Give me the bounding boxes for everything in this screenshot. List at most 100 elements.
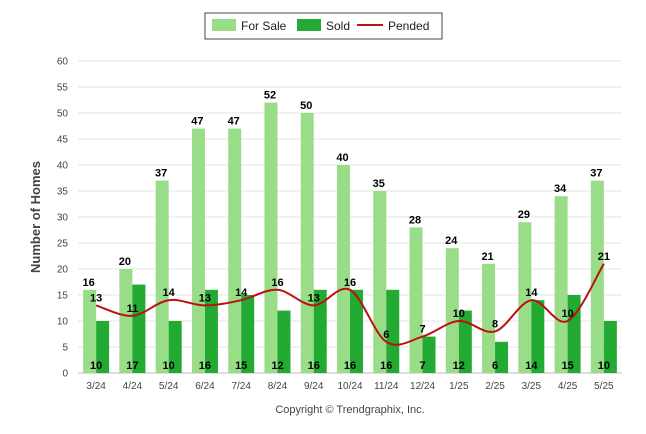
line-layer — [95, 263, 605, 346]
y-tick-label: 55 — [57, 83, 69, 94]
data-label-pended: 14 — [163, 287, 176, 299]
data-label-pended: 16 — [344, 277, 356, 289]
data-label-sold: 10 — [163, 360, 175, 372]
bar-sold — [313, 289, 327, 373]
bar-for-sale — [373, 191, 387, 373]
data-label-for-sale: 24 — [445, 235, 458, 247]
y-tick-label: 40 — [57, 161, 69, 172]
data-label-pended: 14 — [235, 287, 248, 299]
bar-for-sale — [300, 113, 314, 373]
x-tick-label: 5/25 — [594, 381, 614, 392]
data-label-for-sale: 28 — [409, 214, 421, 226]
data-label-for-sale: 47 — [228, 116, 240, 128]
x-tick-label: 7/24 — [231, 381, 251, 392]
data-label-sold: 6 — [492, 360, 498, 372]
x-tick-label: 12/24 — [410, 381, 435, 392]
data-label-sold: 7 — [419, 360, 425, 372]
bar-sold — [603, 321, 617, 373]
bar-sold — [277, 310, 291, 373]
data-label-pended: 13 — [308, 292, 320, 304]
line-pended — [95, 263, 605, 346]
bar-for-sale — [155, 180, 169, 373]
data-label-sold: 17 — [126, 360, 138, 372]
bar-for-sale — [554, 196, 568, 373]
data-label-for-sale: 37 — [590, 168, 602, 180]
data-label-pended: 8 — [492, 318, 498, 330]
bar-for-sale — [482, 263, 496, 373]
x-tick-label: 9/24 — [304, 381, 324, 392]
y-tick-label: 15 — [57, 291, 69, 302]
data-label-pended: 13 — [199, 292, 211, 304]
x-tick-label: 3/25 — [522, 381, 542, 392]
bar-layer — [83, 102, 617, 373]
bar-for-sale — [518, 222, 532, 373]
data-label-pended: 14 — [525, 287, 538, 299]
x-tick-label: 11/24 — [374, 381, 399, 392]
data-label-for-sale: 16 — [83, 277, 95, 289]
x-tick-label: 1/25 — [449, 381, 469, 392]
data-label-sold: 10 — [90, 360, 102, 372]
data-label-sold: 16 — [199, 360, 211, 372]
bar-for-sale — [191, 128, 205, 373]
data-label-for-sale: 20 — [119, 256, 131, 268]
bar-sold — [241, 295, 255, 373]
y-tick-label: 20 — [57, 265, 69, 276]
bar-sold — [96, 321, 110, 373]
bar-sold — [531, 300, 545, 373]
y-tick-label: 50 — [57, 109, 69, 120]
x-tick-label: 4/25 — [558, 381, 578, 392]
data-label-for-sale: 50 — [300, 100, 312, 112]
legend: For Sale Sold Pended — [204, 12, 443, 40]
bar-for-sale — [264, 102, 278, 373]
bar-sold — [495, 341, 509, 373]
y-tick-label: 10 — [57, 317, 69, 328]
legend-swatch-for-sale — [212, 19, 236, 31]
legend-label-for-sale: For Sale — [241, 19, 287, 33]
legend-box — [204, 12, 443, 40]
x-tick-label: 6/24 — [195, 381, 215, 392]
data-label-pended: 7 — [419, 324, 425, 336]
legend-swatch-sold — [297, 19, 321, 31]
data-label-for-sale: 37 — [155, 168, 167, 180]
data-label-sold: 10 — [598, 360, 610, 372]
x-tick-label: 10/24 — [337, 381, 362, 392]
y-tick-label: 25 — [57, 239, 69, 250]
data-label-pended: 21 — [598, 251, 610, 263]
bar-sold — [386, 289, 400, 373]
data-label-pended: 13 — [90, 292, 102, 304]
data-label-sold: 12 — [453, 360, 465, 372]
y-tick-label: 45 — [57, 135, 69, 146]
bar-sold — [168, 321, 182, 373]
copyright-text: Copyright © Trendgraphix, Inc. — [275, 404, 424, 416]
data-label-for-sale: 52 — [264, 90, 276, 102]
y-tick-label: 60 — [57, 57, 69, 68]
bar-sold — [350, 289, 363, 373]
bar-for-sale — [445, 248, 459, 373]
bar-sold — [204, 289, 218, 373]
data-label-sold: 16 — [344, 360, 356, 372]
data-label-for-sale: 29 — [518, 209, 530, 221]
data-label-sold: 12 — [271, 360, 283, 372]
data-label-sold: 15 — [561, 360, 573, 372]
bar-for-sale — [337, 165, 350, 373]
bar-sold — [132, 284, 146, 373]
bar-sold — [567, 295, 581, 373]
data-label-pended: 10 — [453, 308, 465, 320]
bar-for-sale — [409, 227, 423, 373]
data-label-pended: 16 — [271, 277, 283, 289]
data-label-for-sale: 34 — [554, 183, 567, 195]
data-label-sold: 16 — [380, 360, 392, 372]
bar-for-sale — [228, 128, 242, 373]
bar-for-sale — [119, 269, 133, 373]
label-layer: 16 20 37 47 47 52 50 40 35 28 24 21 29 34 37 10 17 10 16 15… — [83, 90, 610, 372]
data-label-pended: 11 — [127, 303, 139, 315]
data-label-sold: 16 — [308, 360, 320, 372]
x-tick-label: 2/25 — [485, 381, 505, 392]
data-label-sold: 15 — [235, 360, 247, 372]
y-tick-label: 5 — [62, 343, 68, 354]
x-tick-label: 3/24 — [86, 381, 106, 392]
x-tick-label: 4/24 — [123, 381, 143, 392]
legend-label-sold: Sold — [326, 19, 350, 33]
bar-for-sale — [83, 289, 97, 373]
